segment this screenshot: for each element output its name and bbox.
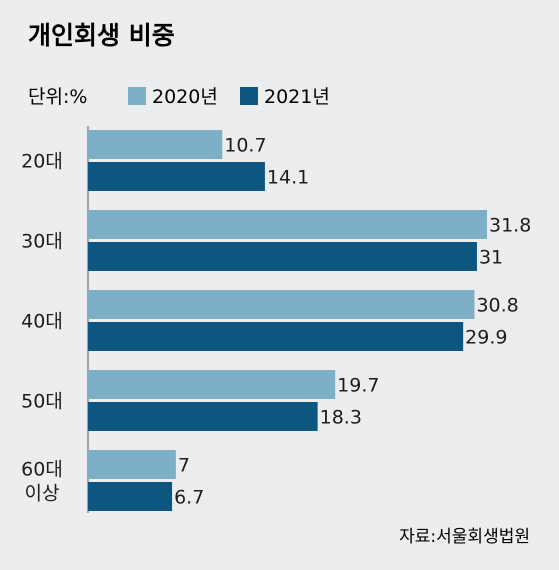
value-label: 18.3: [320, 407, 362, 429]
category-label: 20대: [21, 151, 63, 173]
unit-label: 단위:%: [28, 86, 87, 108]
value-label: 10.7: [224, 135, 266, 157]
category-label: 이상: [25, 483, 60, 505]
value-label: 29.9: [465, 327, 507, 349]
source-note: 자료:서울회생법원: [399, 527, 530, 547]
bar-2021: [88, 242, 477, 271]
value-label: 19.7: [337, 375, 379, 397]
category-label: 50대: [21, 391, 63, 413]
bar-2021: [88, 162, 265, 191]
bar-2020: [88, 370, 336, 399]
value-label: 7: [178, 455, 190, 477]
bar-2021: [88, 402, 318, 431]
chart-title: 개인회생 비중: [28, 21, 175, 50]
category-label: 30대: [21, 231, 63, 253]
bar-2020: [88, 130, 223, 159]
legend-label-2020: 2020년: [152, 86, 218, 108]
value-label: 14.1: [267, 167, 309, 189]
bar-2021: [88, 482, 173, 511]
legend-label-2021: 2021년: [264, 86, 330, 108]
value-label: 30.8: [476, 295, 518, 317]
value-label: 31.8: [489, 215, 531, 237]
category-label: 40대: [21, 311, 63, 333]
value-label: 31: [479, 247, 503, 269]
bar-2020: [88, 450, 176, 479]
legend-swatch-2021: [240, 87, 258, 105]
category-label: 60대: [21, 459, 63, 481]
bar-2020: [88, 210, 487, 239]
bar-2020: [88, 290, 475, 319]
bar-2021: [88, 322, 464, 351]
legend-swatch-2020: [128, 87, 146, 105]
value-label: 6.7: [174, 487, 204, 509]
